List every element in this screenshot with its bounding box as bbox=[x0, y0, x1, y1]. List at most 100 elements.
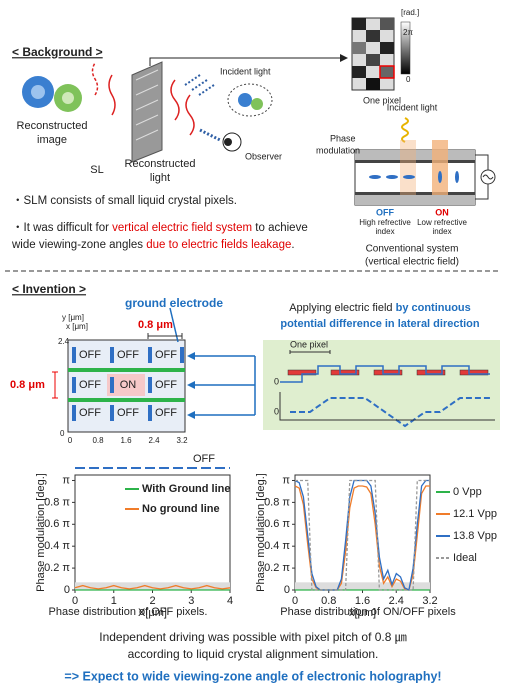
heading: < Background > bbox=[12, 45, 103, 59]
plot-area bbox=[294, 474, 431, 591]
pixel-label: OFF bbox=[155, 349, 177, 361]
headline-part: potential difference in lateral directio… bbox=[280, 318, 480, 330]
electrode bbox=[148, 347, 152, 363]
label: index bbox=[432, 227, 451, 236]
label: ON bbox=[435, 207, 449, 217]
bullet-part: wide viewing-zone angles bbox=[11, 239, 146, 251]
bullet-part: vertical electric field system bbox=[112, 222, 252, 234]
chart-title: Phase distribution of ON/OFF pixels bbox=[280, 606, 456, 618]
label: Reconstructed bbox=[17, 120, 88, 132]
series-line bbox=[74, 584, 231, 590]
electrode bbox=[180, 347, 184, 363]
label: SL bbox=[90, 164, 103, 176]
y-tick-label: 0.6 π bbox=[264, 518, 290, 530]
bullet-part: ・It was difficult for bbox=[12, 222, 112, 234]
tick-label: 1.6 bbox=[120, 436, 132, 445]
electrode bbox=[72, 405, 76, 421]
legend-label: Ideal bbox=[453, 552, 477, 564]
bullet-part: . bbox=[291, 239, 294, 251]
pixel-label: ON bbox=[120, 379, 137, 391]
x-tick-label: 1 bbox=[111, 595, 117, 607]
label: x [μm] bbox=[66, 322, 88, 331]
y-tick-label: 0.8 π bbox=[44, 496, 70, 508]
headline: Applying electric field by continuous bbox=[289, 302, 471, 314]
tick-label: 2.4 bbox=[148, 436, 160, 445]
shade bbox=[75, 582, 230, 590]
headline-part: Applying electric field bbox=[289, 302, 395, 314]
label: One pixel bbox=[363, 95, 401, 105]
label: High refrective bbox=[359, 218, 411, 227]
electrode bbox=[110, 347, 114, 363]
x-tick-label: 3 bbox=[188, 595, 194, 607]
y-tick-label: 0.2 π bbox=[264, 562, 290, 574]
y-tick-label: 0 bbox=[64, 584, 70, 596]
label: Incident light bbox=[387, 102, 438, 112]
electrode bbox=[148, 377, 152, 393]
bullet-part: due to electric fields leakage bbox=[146, 239, 291, 251]
y-tick-label: π bbox=[282, 474, 290, 486]
series-line bbox=[294, 479, 430, 591]
electrode bbox=[72, 377, 76, 393]
tick-label: 0 bbox=[68, 436, 73, 445]
headline-part: by continuous bbox=[396, 302, 471, 314]
heading: < Invention > bbox=[12, 282, 86, 296]
label: One pixel bbox=[290, 339, 328, 349]
x-tick-label: 3.2 bbox=[422, 595, 437, 607]
legend-label: With Ground line bbox=[142, 483, 231, 495]
bullet-part: to achieve bbox=[252, 222, 308, 234]
label: Observer bbox=[245, 151, 282, 161]
annotation: OFF bbox=[193, 453, 215, 465]
pixel-label: OFF bbox=[155, 407, 177, 419]
bullets: ・SLM consists of small liquid crystal pi… bbox=[11, 195, 308, 251]
y-tick-label: 0.6 π bbox=[44, 518, 70, 530]
pixel-diagram bbox=[52, 307, 500, 433]
label: OFF bbox=[376, 207, 394, 217]
legend-label: 13.8 Vpp bbox=[453, 530, 497, 542]
label: image bbox=[37, 134, 67, 146]
pixel-label: OFF bbox=[155, 379, 177, 391]
label: 2π bbox=[403, 28, 413, 37]
electrode bbox=[110, 405, 114, 421]
label: 0.8 μm bbox=[138, 319, 173, 331]
y-tick-label: 0.4 π bbox=[44, 540, 70, 552]
pixel-label: OFF bbox=[79, 407, 101, 419]
y-tick-label: π bbox=[62, 474, 70, 486]
label: 0 bbox=[274, 406, 279, 416]
y-tick-label: 0.4 π bbox=[264, 540, 290, 552]
shade bbox=[295, 582, 430, 590]
expectation: => Expect to wide viewing-zone angle of … bbox=[64, 669, 441, 683]
charts: 0 0.2 π 0.4 π 0.6 π 0.8 π π 0 1 2 3 4 X[μm] Phase mo… bbox=[35, 453, 497, 619]
tick-label: 3.2 bbox=[176, 436, 188, 445]
label: light bbox=[150, 172, 170, 184]
label: modulation bbox=[316, 145, 360, 155]
label: index bbox=[375, 227, 394, 236]
illustration bbox=[5, 17, 501, 272]
x-tick-label: 2 bbox=[149, 595, 155, 607]
tick-label: 0.8 bbox=[92, 436, 104, 445]
x-axis-label: X[μm] bbox=[138, 607, 167, 619]
bullet: ・SLM consists of small liquid crystal pi… bbox=[12, 195, 237, 207]
y-axis-label: Phase modulation [deg.] bbox=[35, 473, 47, 592]
chart-title: Phase distribution of OFF pixels. bbox=[49, 606, 208, 618]
bullet: ・It was difficult for vertical electric … bbox=[12, 222, 308, 234]
label: 0 bbox=[406, 75, 411, 84]
label: Conventional system bbox=[366, 244, 459, 255]
pixel-label: OFF bbox=[79, 379, 101, 391]
series-line bbox=[295, 479, 430, 591]
label: 0.8 μm bbox=[10, 379, 45, 391]
electrode bbox=[148, 405, 152, 421]
x-axis-label: x[μm] bbox=[349, 607, 376, 619]
x-tick-label: 0 bbox=[292, 595, 298, 607]
x-tick-label: 1.6 bbox=[355, 595, 370, 607]
label: 2.4 bbox=[58, 337, 70, 346]
conclusion: according to liquid crystal alignment si… bbox=[128, 647, 379, 661]
pixel-label: OFF bbox=[117, 349, 139, 361]
x-tick-label: 2.4 bbox=[389, 595, 404, 607]
electrode bbox=[72, 347, 76, 363]
label: Incident light bbox=[220, 66, 271, 76]
pixel-label: OFF bbox=[79, 349, 101, 361]
bullet: wide viewing-zone angles due to electric… bbox=[11, 239, 295, 251]
pixel-label: OFF bbox=[117, 407, 139, 419]
x-tick-label: 4 bbox=[227, 595, 233, 607]
